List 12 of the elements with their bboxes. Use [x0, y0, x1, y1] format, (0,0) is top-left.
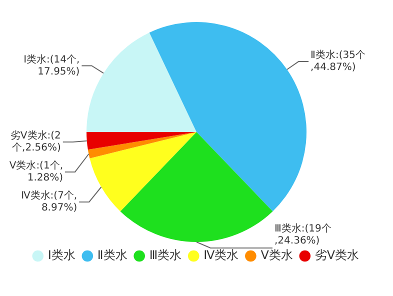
data-label: Ⅱ类水:(35个,44.87%) — [310, 49, 366, 74]
data-label: Ⅴ类水:(1个,1.28%) — [9, 160, 64, 184]
data-label: 劣Ⅴ类水:(2个,2.56%) — [10, 130, 61, 154]
legend-label: Ⅰ类水 — [48, 248, 76, 262]
legend-label: Ⅴ类水 — [260, 248, 293, 262]
legend-label: 劣Ⅴ类水 — [314, 248, 360, 262]
legend-label: Ⅳ类水 — [204, 248, 239, 262]
legend-label: Ⅲ类水 — [149, 248, 182, 262]
data-label: Ⅳ类水:(7个,8.97%) — [21, 190, 78, 214]
data-label: Ⅰ类水:(14个,17.95%) — [24, 53, 80, 78]
legend-label: Ⅱ类水 — [97, 248, 128, 262]
data-label: Ⅲ类水:(19个,24.36%) — [274, 222, 332, 247]
